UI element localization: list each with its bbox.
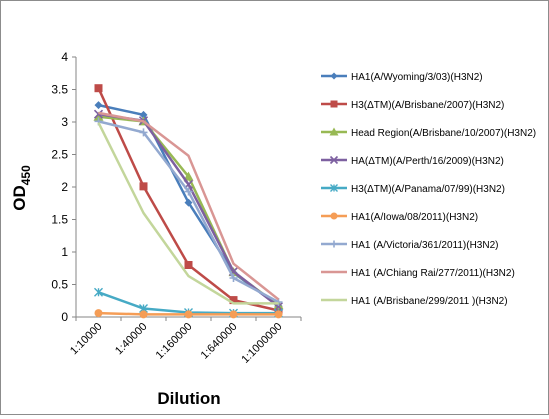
x-axis-title: Dilution (157, 389, 220, 408)
legend-entry: HA1(A/Wyoming/3/03)(H3N2) (321, 72, 483, 83)
x-tick-label: 1:10000 (68, 321, 105, 358)
data-point-marker (184, 261, 193, 269)
legend-label: HA(ΔTM)(A/Perth/16/2009)(H3N2) (351, 156, 504, 167)
x-axis-ticks: 1:10000 1:40000 1:160000 1:640000 1:1000000 (68, 317, 302, 366)
legend-entry: H3(ΔTM)(A/Panama/07/99)(H3N2) (321, 184, 505, 195)
y-axis-title: OD450 (10, 165, 33, 211)
data-point-marker (229, 274, 238, 282)
data-point-marker (93, 109, 104, 119)
series-9 (97, 122, 279, 305)
legend-label: HA1 (A/Victoria/361/2011)(H3N2) (351, 240, 498, 251)
x-tick-label: 1:160000 (154, 321, 195, 362)
legend-entry: HA1 (A/Brisbane/299/2011 )(H3N2) (321, 296, 508, 307)
legend-entry: HA1(A/Iowa/08/2011)(H3N2) (321, 212, 478, 223)
legend-entry: H3(ΔTM)(A/Brisbane/2007)(H3N2) (321, 100, 504, 111)
legend-entry: HA(ΔTM)(A/Perth/16/2009)(H3N2) (321, 155, 504, 167)
data-point-marker (274, 310, 283, 319)
legend-label: HA1 (A/Brisbane/299/2011 )(H3N2) (351, 296, 508, 307)
legend-label: HA1(A/Wyoming/3/03)(H3N2) (351, 72, 483, 83)
series-line (98, 111, 280, 301)
y-tick-label: 3 (61, 115, 68, 129)
y-tick-label: 2.5 (51, 148, 68, 162)
data-point-marker (139, 128, 148, 137)
data-point-marker (184, 310, 193, 319)
legend-label: H3(ΔTM)(A/Panama/07/99)(H3N2) (351, 184, 505, 195)
legend-entry: HA1 (A/Victoria/361/2011)(H3N2) (321, 240, 498, 251)
y-tick-label: 3.5 (51, 83, 68, 97)
series-7 (94, 117, 283, 307)
x-tick-label: 1:640000 (199, 321, 240, 362)
series-6 (94, 309, 283, 319)
data-point-marker (229, 296, 238, 305)
series-8 (98, 111, 280, 301)
data-point-marker (93, 111, 104, 121)
legend-label: H3(ΔTM)(A/Brisbane/2007)(H3N2) (351, 100, 504, 111)
data-point-marker (139, 110, 148, 119)
data-point-marker (329, 127, 339, 136)
legend-label: HA1 (A/Chiang Rai/277/2011)(H3N2) (351, 268, 515, 279)
x-tick-label: 1:1000000 (239, 321, 284, 366)
data-point-marker (94, 84, 103, 93)
y-axis-title-subscript: 450 (19, 165, 33, 185)
y-tick-label: 1.5 (51, 213, 68, 227)
y-axis-title-main: OD (10, 185, 29, 211)
data-point-marker (330, 72, 338, 80)
y-tick-label: 4 (61, 50, 68, 64)
data-point-marker (139, 310, 148, 319)
data-point-marker (94, 287, 103, 297)
data-point-marker (330, 240, 338, 248)
y-tick-label: 1 (61, 245, 68, 259)
data-point-marker (184, 187, 193, 196)
y-tick-label: 0.5 (51, 278, 68, 292)
legend-entry: Head Region(A/Brisbane/10/2007)(H3N2) (321, 127, 536, 139)
data-point-marker (183, 171, 194, 181)
series-1 (94, 101, 283, 310)
legend: HA1(A/Wyoming/3/03)(H3N2) H3(ΔTM)(A/Brisb… (321, 72, 536, 307)
data-point-marker (94, 101, 103, 110)
plot-area: 0 0.5 1 1.5 2 2.5 3 3.5 4 1:10000 1:40000 1:160000… (51, 50, 302, 366)
legend-entry: HA1 (A/Chiang Rai/277/2011)(H3N2) (321, 268, 515, 279)
data-point-marker (330, 212, 338, 220)
y-tick-label: 0 (61, 310, 68, 324)
series-line (97, 122, 279, 305)
data-point-marker (229, 310, 238, 319)
data-point-marker (329, 155, 339, 165)
data-point-marker (330, 184, 338, 192)
y-axis-ticks: 0 0.5 1 1.5 2 2.5 3 3.5 4 (51, 50, 76, 324)
legend-label: Head Region(A/Brisbane/10/2007)(H3N2) (351, 128, 536, 139)
data-point-marker (184, 198, 193, 207)
data-point-marker (330, 100, 338, 108)
y-tick-label: 2 (61, 180, 68, 194)
data-point-marker (94, 309, 103, 318)
series-layer (93, 84, 284, 319)
legend-label: HA1(A/Iowa/08/2011)(H3N2) (351, 212, 478, 223)
data-point-marker (139, 182, 148, 191)
x-tick-label: 1:40000 (113, 321, 150, 358)
